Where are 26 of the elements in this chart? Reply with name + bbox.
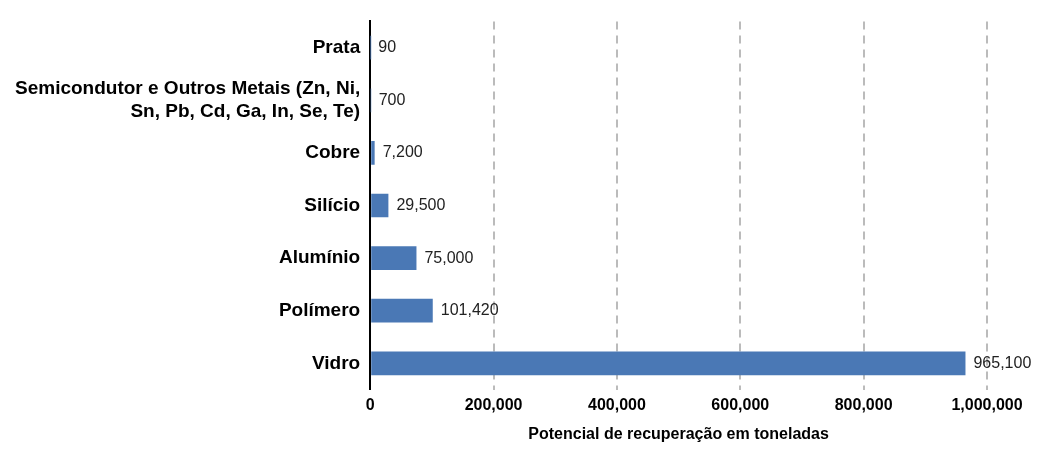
y-tick-label: Prata: [312, 35, 361, 57]
bar: [371, 351, 966, 376]
bar: [371, 246, 417, 270]
y-tick-label: Cobre: [305, 141, 361, 163]
bar: [371, 141, 375, 165]
data-label: 90: [378, 38, 397, 56]
data-label: 7,200: [382, 143, 423, 161]
bar: [371, 298, 433, 323]
y-tick-label: Alumínio: [278, 246, 361, 268]
data-label: 29,500: [396, 195, 446, 213]
data-label: 700: [378, 90, 406, 108]
bar: [371, 193, 389, 218]
y-tick-label: Semicondutor e Outros Metais (Zn, Ni, Sn, Pb, Cd, Ga, In, Se, Te): [15, 77, 361, 121]
x-tick-label: 800,000: [834, 395, 893, 413]
data-label: 101,420: [440, 301, 499, 319]
data-label: 75,000: [424, 248, 474, 266]
x-axis-title: Potencial de recuperação em toneladas: [528, 424, 829, 442]
x-tick-label: 0: [365, 395, 375, 413]
y-tick-label: Silício: [304, 193, 361, 215]
data-label: 965,100: [973, 353, 1032, 371]
x-tick-label: 200,000: [464, 395, 523, 413]
y-tick-label: Vidro: [311, 351, 361, 373]
x-tick-label: 400,000: [588, 395, 646, 413]
y-tick-label: Polímero: [278, 298, 361, 320]
x-tick-label: 1,000,000: [951, 395, 1023, 413]
x-tick-label: 600,000: [711, 395, 770, 413]
